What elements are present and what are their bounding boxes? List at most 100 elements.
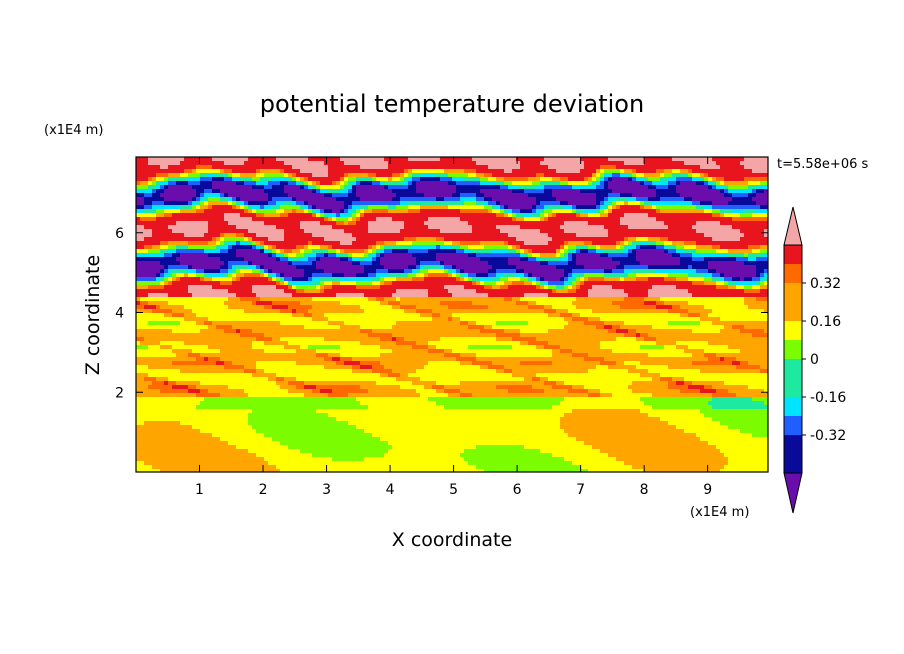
contour-cell — [452, 201, 456, 205]
contour-cell — [648, 169, 652, 173]
contour-cell — [532, 157, 536, 161]
contour-cell — [456, 253, 460, 257]
contour-cell — [356, 193, 360, 197]
contour-cell — [512, 217, 516, 221]
contour-cell — [272, 181, 276, 185]
contour-cell — [564, 245, 568, 249]
contour-cell — [192, 173, 196, 177]
contour-cell — [548, 205, 552, 209]
contour-cell — [504, 249, 508, 253]
contour-cell — [348, 185, 352, 189]
contour-cell — [500, 269, 504, 273]
contour-cell — [748, 193, 752, 197]
contour-cell — [344, 177, 348, 181]
contour-cell — [592, 273, 596, 277]
contour-cell — [200, 225, 204, 229]
contour-cell — [444, 233, 448, 237]
contour-cell — [328, 265, 332, 269]
contour-cell — [264, 193, 268, 197]
contour-cell — [544, 265, 548, 269]
contour-cell — [488, 221, 492, 225]
contour-cell — [332, 197, 336, 201]
contour-cell — [516, 281, 520, 285]
contour-cell — [492, 197, 496, 201]
contour-cell — [364, 165, 368, 169]
contour-cell — [648, 157, 652, 161]
contour-cell — [320, 225, 324, 229]
contour-cell — [300, 273, 304, 277]
contour-cell — [264, 277, 268, 281]
contour-cell — [260, 229, 264, 233]
contour-cell — [464, 241, 468, 245]
contour-cell — [180, 265, 184, 269]
contour-cell — [284, 197, 288, 201]
contour-cell — [700, 177, 704, 181]
contour-cell — [548, 197, 552, 201]
contour-cell — [164, 237, 168, 241]
contour-cell — [156, 169, 160, 173]
contour-cell — [368, 161, 372, 165]
contour-cell — [284, 177, 288, 181]
contour-cell — [636, 253, 640, 257]
contour-cell — [336, 245, 340, 249]
contour-cell — [732, 157, 736, 161]
contour-cell — [368, 221, 372, 225]
contour-cell — [148, 173, 152, 177]
contour-cell — [376, 281, 380, 285]
contour-cell — [156, 157, 160, 161]
contour-cell — [444, 253, 448, 257]
contour-cell — [228, 213, 232, 217]
contour-cell — [376, 165, 380, 169]
contour-cell — [228, 157, 232, 161]
contour-cell — [644, 173, 648, 177]
contour-cell — [196, 209, 200, 213]
contour-cell — [236, 257, 240, 261]
contour-cell — [668, 273, 672, 277]
contour-cell — [264, 257, 268, 261]
contour-cell — [444, 193, 448, 197]
contour-cell — [548, 277, 552, 281]
contour-cell — [580, 185, 584, 189]
contour-cell — [204, 249, 208, 253]
contour-cell — [432, 281, 436, 285]
contour-cell — [572, 177, 576, 181]
contour-cell — [612, 189, 616, 193]
contour-cell — [460, 161, 464, 165]
contour-cell — [408, 173, 412, 177]
contour-cell — [668, 221, 672, 225]
contour-cell — [332, 161, 336, 165]
contour-cell — [592, 173, 596, 177]
contour-cell — [448, 193, 452, 197]
contour-cell — [416, 161, 420, 165]
contour-cell — [716, 265, 720, 269]
contour-cell — [176, 269, 180, 273]
contour-cell — [400, 261, 404, 265]
contour-cell — [280, 189, 284, 193]
contour-cell — [496, 229, 500, 233]
contour-cell — [464, 173, 468, 177]
contour-cell — [400, 221, 404, 225]
contour-cell — [528, 221, 532, 225]
contour-cell — [484, 193, 488, 197]
contour-cell — [500, 161, 504, 165]
contour-cell — [428, 157, 432, 161]
contour-cell — [292, 177, 296, 181]
contour-cell — [656, 257, 660, 261]
contour-cell — [188, 245, 192, 249]
contour-cell — [688, 221, 692, 225]
contour-cell — [668, 197, 672, 201]
contour-cell — [340, 197, 344, 201]
contour-cell — [332, 273, 336, 277]
contour-cell — [592, 241, 596, 245]
contour-cell — [632, 257, 636, 261]
contour-cell — [564, 233, 568, 237]
contour-cell — [428, 257, 432, 261]
contour-cell — [548, 181, 552, 185]
contour-cell — [564, 157, 568, 161]
contour-cell — [488, 165, 492, 169]
contour-cell — [600, 221, 604, 225]
contour-cell — [172, 241, 176, 245]
contour-cell — [268, 261, 272, 265]
contour-cell — [360, 181, 364, 185]
contour-cell — [184, 253, 188, 257]
